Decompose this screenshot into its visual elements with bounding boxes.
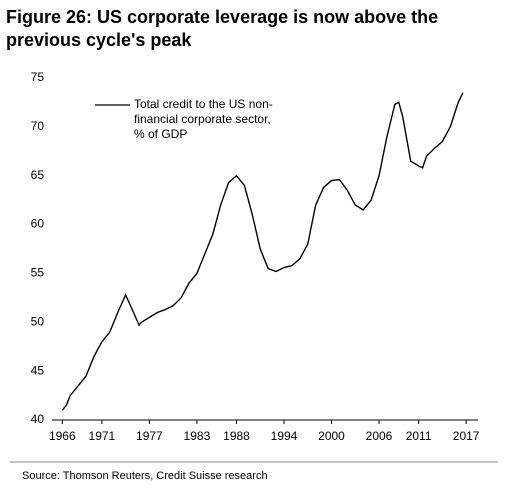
source: Source: Thomson Reuters, Credit Suisse r… <box>22 470 268 482</box>
x-tick-label: 1977 <box>136 429 163 443</box>
x-tick-label: 1971 <box>89 429 116 443</box>
legend-label: Total credit to the US non-financial cor… <box>134 97 273 141</box>
data-line <box>61 92 464 411</box>
x-tick-label: 1994 <box>271 429 298 443</box>
y-tick-label: 55 <box>31 266 45 280</box>
x-tick-label: 2000 <box>318 429 345 443</box>
x-tick-label: 2006 <box>366 429 393 443</box>
x-tick-label: 1983 <box>184 429 211 443</box>
y-tick-label: 50 <box>31 314 45 328</box>
x-tick-label: 1988 <box>223 429 250 443</box>
y-tick-label: 45 <box>31 363 45 377</box>
x-tick-label: 2011 <box>406 429 432 443</box>
y-tick-label: 60 <box>31 217 45 231</box>
x-tick-label: 1966 <box>49 429 76 443</box>
x-tick-label: 2017 <box>453 429 480 443</box>
y-tick-label: 70 <box>31 119 45 133</box>
chart-title: Figure 26: US corporate leverage is now … <box>6 7 439 50</box>
y-tick-label: 40 <box>31 412 45 426</box>
y-tick-label: 75 <box>31 70 45 84</box>
y-tick-label: 65 <box>31 168 45 182</box>
